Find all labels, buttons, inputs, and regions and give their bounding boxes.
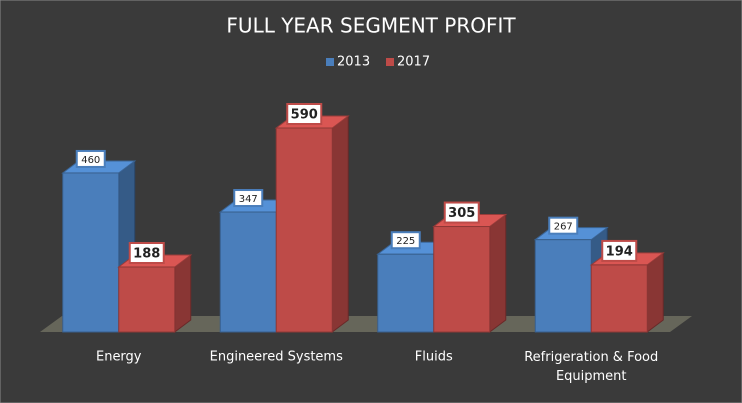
data-label: 305: [448, 206, 475, 221]
bar-front: [219, 211, 277, 333]
data-label: 225: [396, 236, 415, 247]
legend-swatch: [386, 58, 394, 66]
bar-front: [62, 172, 120, 333]
data-label: 188: [133, 246, 160, 261]
bar-front: [118, 266, 176, 333]
chart-title: FULL YEAR SEGMENT PROFIT: [226, 14, 516, 38]
bar-front: [534, 239, 592, 333]
bar-side: [174, 253, 192, 333]
data-label: 347: [239, 194, 258, 205]
bar: [376, 241, 452, 333]
bar-front: [590, 264, 648, 333]
data-label: 267: [554, 222, 573, 233]
bar: [432, 213, 508, 333]
data-label-box: [548, 216, 579, 235]
bar: [274, 115, 350, 333]
data-label-box: [128, 241, 165, 264]
bar: [117, 253, 193, 333]
data-label-box: [286, 103, 323, 125]
floor: [40, 316, 692, 332]
data-label: 194: [606, 244, 633, 259]
bar: [589, 251, 665, 333]
data-label-box: [390, 231, 421, 250]
data-label-box: [601, 239, 638, 262]
data-label-box: [75, 149, 106, 168]
data-label: 460: [81, 155, 100, 166]
bar-front: [377, 253, 435, 333]
legend-swatch: [326, 58, 334, 66]
data-label-box: [233, 189, 264, 208]
data-label: 590: [291, 108, 318, 123]
x-tick-label: Refrigeration & Food Equipment: [524, 350, 658, 384]
legend-label: 2013: [337, 55, 370, 70]
data-label-box: [443, 201, 480, 224]
bar-side: [331, 115, 349, 333]
bar-front: [433, 226, 491, 333]
x-tick-label: Energy: [96, 350, 142, 365]
bar-side: [489, 213, 507, 333]
bar-side: [646, 251, 664, 333]
x-tick-label: Engineered Systems: [210, 350, 343, 365]
bar-front: [275, 127, 333, 333]
legend-label: 2017: [397, 55, 430, 70]
x-tick-label: Fluids: [415, 350, 453, 365]
